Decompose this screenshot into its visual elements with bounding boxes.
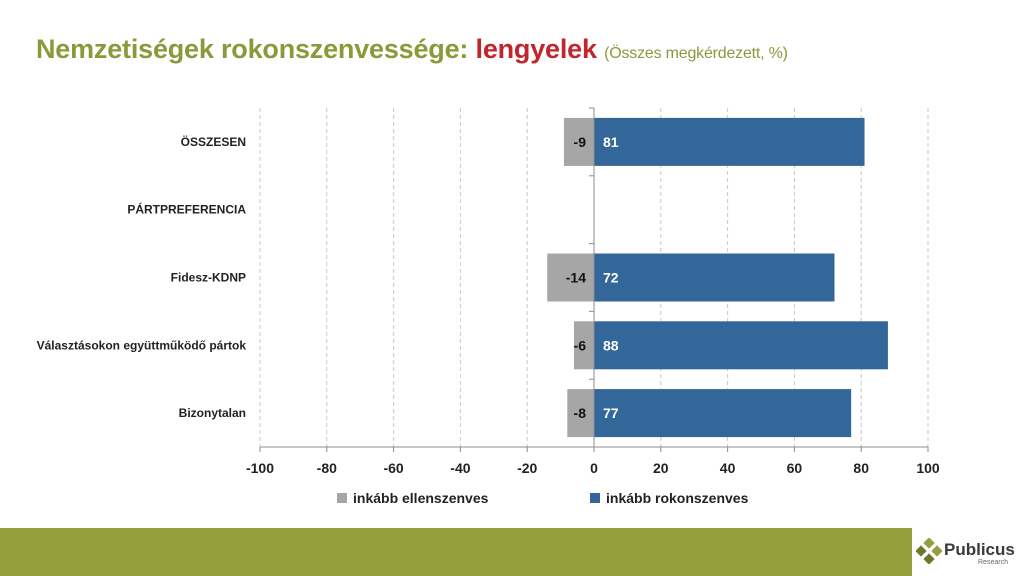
footer-bar [0, 528, 1024, 576]
x-tick-label: 100 [916, 460, 940, 476]
x-tick-label: -100 [246, 460, 274, 476]
x-tick-label: -80 [317, 460, 337, 476]
title-highlight: lengyelek [475, 34, 597, 64]
brand-subtitle: Research [978, 559, 1008, 566]
x-tick-label: 20 [653, 460, 669, 476]
category-label: Választásokon együttműködő pártok [37, 338, 247, 352]
bar-positive [594, 389, 852, 438]
page-title: Nemzetiségek rokonszenvessége: lengyelek… [36, 34, 788, 65]
legend-label-negative: inkább ellenszenves [353, 490, 489, 506]
title-subtitle: (Összes megkérdezett, %) [604, 45, 788, 62]
bar-positive [594, 253, 835, 302]
brand-logo: Publicus Research [912, 528, 1024, 576]
category-label: PÁRTPREFERENCIA [127, 202, 246, 217]
legend-swatch-positive [590, 493, 600, 503]
bar-negative [563, 117, 594, 166]
bar-chart: -100 -80 -60 -40 -20 0 20 40 60 80 100 ÖSSZESEN -9 81… [37, 107, 940, 506]
data-label-positive: 72 [603, 270, 619, 286]
x-tick-label: 40 [720, 460, 736, 476]
legend-swatch-negative [337, 493, 347, 503]
bar-negative [573, 321, 594, 370]
title-main: Nemzetiségek rokonszenvessége: [36, 34, 469, 64]
data-label-negative: -6 [574, 337, 587, 353]
bar-negative [547, 253, 594, 302]
data-label-positive: 77 [603, 405, 619, 421]
data-label-negative: -8 [574, 405, 587, 421]
bar-negative [567, 389, 594, 438]
legend-label-positive: inkább rokonszenves [606, 490, 749, 506]
data-label-positive: 81 [603, 134, 619, 150]
x-tick-label: -20 [517, 460, 537, 476]
data-label-positive: 88 [603, 337, 619, 353]
bar-positive [594, 117, 865, 166]
data-label-negative: -9 [574, 134, 587, 150]
bar-positive [594, 321, 888, 370]
diamond-logo-icon [916, 538, 942, 564]
data-label-negative: -14 [566, 270, 586, 286]
x-tick-label: -60 [383, 460, 403, 476]
x-tick-label: 80 [853, 460, 869, 476]
category-label: ÖSSZESEN [181, 134, 246, 149]
category-label: Bizonytalan [179, 406, 246, 420]
x-tick-label: -40 [450, 460, 470, 476]
x-tick-label: 0 [590, 460, 598, 476]
brand-name: Publicus [944, 540, 1015, 559]
category-label: Fidesz-KDNP [171, 271, 246, 285]
x-tick-label: 60 [787, 460, 803, 476]
